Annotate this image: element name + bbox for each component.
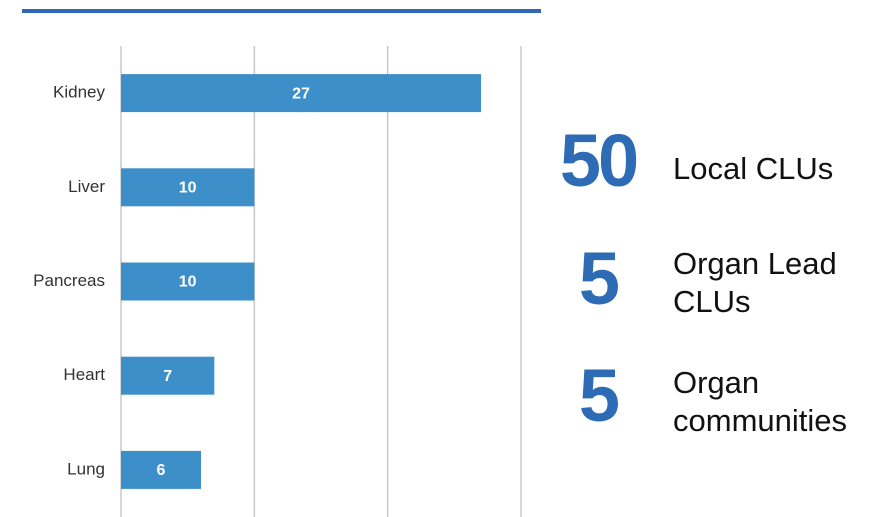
stat-number: 50 (559, 119, 639, 202)
bar (121, 262, 255, 301)
data-label: 27 (292, 85, 310, 102)
data-label: 10 (179, 274, 197, 291)
stat-label: Organ communities (673, 365, 847, 438)
stat-label: Organ Lead CLUs (673, 246, 837, 319)
bar (121, 168, 255, 207)
y-tick-label: Heart (63, 365, 105, 384)
data-label: 7 (163, 368, 172, 385)
stat-label: Local CLUs (673, 151, 834, 186)
bar (121, 74, 481, 113)
data-label: 6 (157, 462, 166, 479)
bar (121, 450, 201, 489)
y-tick-label: Kidney (53, 83, 105, 102)
y-tick-label: Pancreas (33, 271, 105, 290)
bar (121, 356, 215, 395)
y-tick-label: Liver (68, 177, 105, 196)
stat-number: 5 (578, 237, 620, 320)
data-label: 10 (179, 180, 197, 197)
y-tick-label: Lung (67, 459, 105, 478)
stat-number: 5 (578, 354, 620, 437)
